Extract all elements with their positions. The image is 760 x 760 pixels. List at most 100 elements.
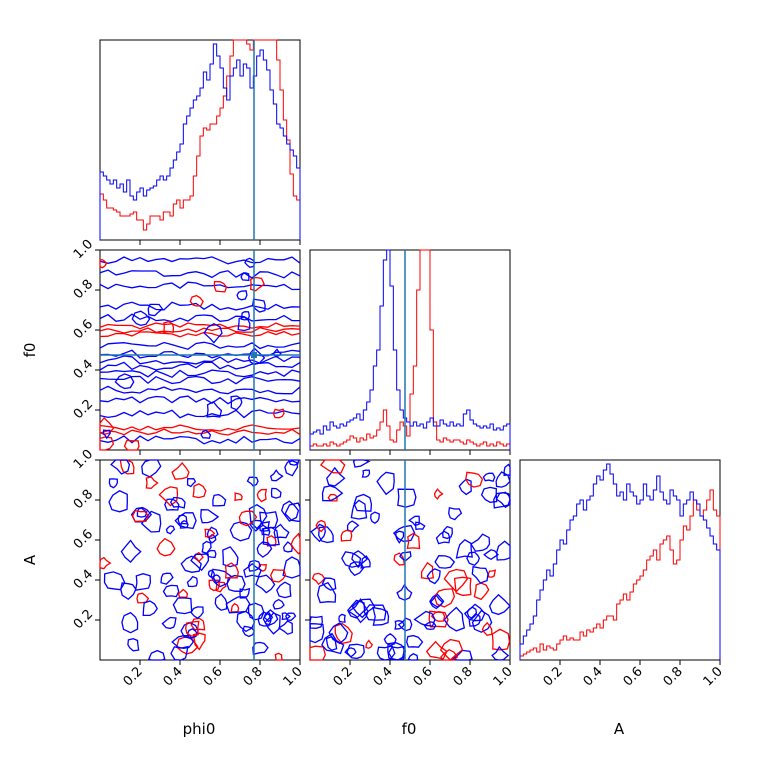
- y-tick-label: 0.2: [71, 397, 96, 422]
- x-tick-label: 0.2: [331, 664, 356, 689]
- contour-line: [158, 486, 179, 507]
- contour-line: [453, 576, 472, 597]
- y-tick-label: 1.0: [71, 237, 96, 262]
- contour-line: [491, 645, 510, 661]
- contour-line: [433, 588, 456, 608]
- x-tick-label: 0.6: [411, 664, 436, 689]
- contour-line: [161, 616, 177, 630]
- contour-band: [99, 281, 301, 291]
- contour-line: [346, 520, 360, 533]
- contour-line: [316, 581, 337, 604]
- histogram-phi0-series: [99, 39, 301, 240]
- contour-line: [174, 512, 197, 530]
- x-tick-label: 0.2: [541, 664, 566, 689]
- contour-band: [99, 313, 300, 323]
- contour-line: [177, 514, 188, 525]
- contour-line: [255, 574, 276, 594]
- contour-line: [495, 471, 511, 488]
- contour-line: [269, 469, 284, 482]
- contour-line: [496, 540, 511, 561]
- contour-line: [186, 575, 198, 588]
- contour-line: [327, 493, 338, 502]
- contour-line: [318, 526, 334, 544]
- contour-line: [160, 572, 174, 585]
- x-tick-label: 0.2: [121, 664, 146, 689]
- contour-line: [236, 290, 248, 301]
- truth-marker: [251, 352, 257, 358]
- x-tick-label: 0.4: [161, 664, 186, 689]
- x-tick-label: 0.4: [581, 664, 606, 689]
- contour-line: [237, 316, 251, 332]
- contour-line: [99, 416, 115, 436]
- y-axis-label-A: A: [21, 554, 39, 565]
- contour-band: [99, 424, 301, 432]
- contour-line: [365, 639, 374, 649]
- contour-line: [468, 613, 481, 627]
- contour-line: [370, 511, 380, 524]
- contour-line: [142, 600, 158, 617]
- contour-line: [396, 583, 413, 601]
- x-tick-label: 1.0: [701, 664, 726, 689]
- contour-band: [99, 409, 301, 419]
- contour-line: [248, 504, 268, 530]
- contour-line: [470, 533, 491, 552]
- contour-line: [466, 551, 481, 566]
- contour-line: [189, 294, 204, 307]
- contour-line: [406, 532, 421, 550]
- contour-line: [466, 606, 478, 620]
- contour-line: [170, 645, 189, 661]
- contour-line: [290, 532, 301, 555]
- histogram-f0-series: [309, 249, 511, 450]
- contour-line: [230, 602, 240, 613]
- contour-line: [242, 625, 255, 638]
- contour-line: [239, 587, 251, 599]
- contour-line: [473, 582, 490, 601]
- contour-line: [480, 486, 498, 503]
- contour-line: [353, 493, 373, 512]
- contour-line: [277, 620, 293, 635]
- contour-line: [471, 565, 489, 584]
- contour-line: [229, 521, 253, 542]
- contour-line: [455, 538, 473, 559]
- y-axis-label-f0: f0: [21, 343, 39, 358]
- contour-band: [99, 361, 301, 371]
- contour-line: [190, 606, 204, 620]
- y-tick-label: 0.2: [71, 607, 96, 632]
- contour-line: [408, 515, 420, 527]
- x-axis-label-f0: f0: [402, 720, 417, 738]
- contour-A-vs-phi0-panel: 0.2 0.4 0.6 0.8 1.0 0.2 0.4 0.6 0.8 1.0: [71, 447, 306, 690]
- histogram-A-panel: 0.2 0.4 0.6 0.8 1.0: [519, 459, 726, 689]
- x-axis-label-A: A: [614, 720, 625, 738]
- contour-line: [266, 535, 277, 547]
- contour-line: [236, 610, 256, 633]
- y-tick-label: 0.4: [71, 357, 96, 382]
- contour-line: [433, 488, 444, 500]
- contour-band: [99, 428, 301, 436]
- y-tick-label: 1.0: [71, 447, 96, 472]
- contour-line: [103, 571, 126, 591]
- contour-line: [430, 611, 446, 622]
- contour-line: [309, 615, 323, 629]
- contour-line: [190, 617, 206, 631]
- contour-line: [319, 459, 346, 474]
- contour-band: [99, 269, 301, 279]
- contour-line: [131, 509, 150, 523]
- contour-line: [346, 643, 365, 660]
- x-tick-label: 0.8: [451, 664, 476, 689]
- contour-line: [248, 347, 266, 366]
- contour-line: [177, 588, 189, 598]
- contour-line: [283, 541, 293, 553]
- contour-line: [156, 537, 176, 557]
- contour-line: [270, 487, 282, 499]
- contour-line: [247, 559, 262, 572]
- contour-line: [102, 429, 111, 440]
- contour-line: [429, 594, 444, 610]
- contour-line: [148, 649, 166, 661]
- contour-line: [246, 476, 259, 487]
- contour-line: [108, 490, 128, 513]
- contour-line: [212, 493, 227, 507]
- contour-line: [315, 519, 327, 533]
- contour-line: [471, 609, 493, 633]
- contour-band: [99, 341, 301, 350]
- contour-line: [426, 568, 441, 585]
